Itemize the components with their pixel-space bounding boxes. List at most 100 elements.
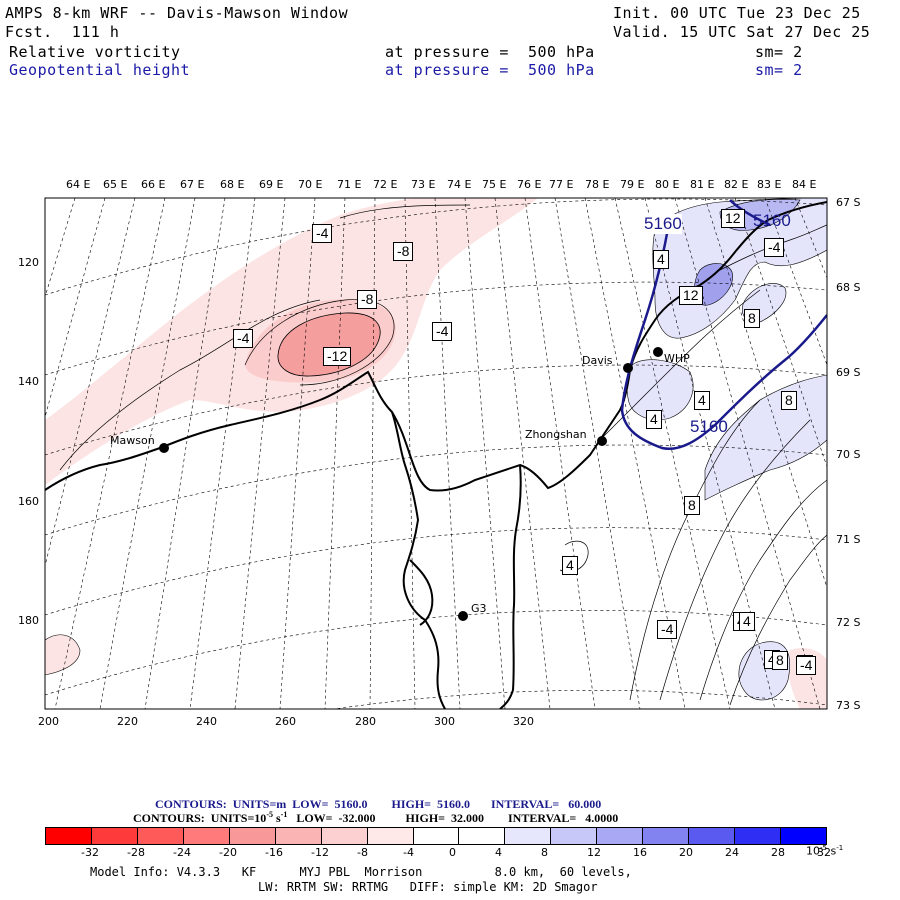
vorticity-label: 4 bbox=[694, 391, 710, 410]
right-axis-label: 70 S bbox=[836, 448, 861, 461]
bottom-axis-label: 260 bbox=[275, 715, 296, 728]
colorbar-label: 32 bbox=[817, 846, 831, 859]
bottom-axis-label: 240 bbox=[196, 715, 217, 728]
station-label: WHP bbox=[664, 352, 690, 365]
station-zhongshan-marker bbox=[597, 436, 607, 446]
vorticity-label: -8 bbox=[357, 290, 378, 309]
model-info-2: LW: RRTM SW: RRTMG DIFF: simple KM: 2D S… bbox=[258, 880, 598, 894]
field2-name: Geopotential height bbox=[9, 61, 191, 79]
top-axis-label: 65 E bbox=[103, 178, 128, 191]
top-axis-label: 82 E bbox=[724, 178, 749, 191]
station-g3-marker bbox=[458, 611, 468, 621]
station-whp-marker bbox=[653, 347, 663, 357]
colorbar-label: 8 bbox=[541, 846, 548, 859]
height-contour-info: CONTOURS: UNITS=m LOW= 5160.0 HIGH= 5160… bbox=[155, 797, 602, 811]
init-time: Init. 00 UTC Tue 23 Dec 25 bbox=[613, 4, 861, 22]
right-axis-label: 69 S bbox=[836, 366, 861, 379]
top-axis-label: 75 E bbox=[482, 178, 507, 191]
station-label: Mawson bbox=[110, 434, 155, 447]
vorticity-label: 8 bbox=[772, 651, 788, 670]
height-label: 5160 bbox=[753, 211, 791, 230]
colorbar-segment bbox=[505, 828, 552, 844]
vorticity-label: 4 bbox=[739, 612, 755, 631]
colorbar-label: -12 bbox=[311, 846, 329, 859]
vorticity-contour bbox=[59, 299, 321, 471]
vorticity-label: -4 bbox=[796, 656, 817, 675]
colorbar-label: -24 bbox=[173, 846, 191, 859]
colorbar-label: 0 bbox=[449, 846, 456, 859]
colorbar-label: -16 bbox=[265, 846, 283, 859]
bottom-axis-label: 200 bbox=[38, 715, 59, 728]
vorticity-label: -4 bbox=[432, 322, 453, 341]
geopotential-height-contours bbox=[620, 199, 827, 451]
height-label: 5160 bbox=[690, 417, 728, 436]
top-axis-label: 76 E bbox=[517, 178, 542, 191]
top-axis-label: 83 E bbox=[757, 178, 782, 191]
colorbar-label: -4 bbox=[403, 846, 414, 859]
plot-title: AMPS 8-km WRF -- Davis-Mawson Window bbox=[5, 4, 349, 22]
top-axis-label: 84 E bbox=[792, 178, 817, 191]
colorbar-segment bbox=[275, 828, 322, 844]
colorbar-segment bbox=[367, 828, 414, 844]
colorbar-segment bbox=[46, 828, 92, 844]
height-label: 5160 bbox=[644, 214, 682, 234]
colorbar-label: 20 bbox=[679, 846, 693, 859]
colorbar-label: 24 bbox=[725, 846, 739, 859]
top-axis-label: 74 E bbox=[447, 178, 472, 191]
colorbar-segment bbox=[781, 828, 826, 844]
colorbar-segment bbox=[551, 828, 598, 844]
bottom-axis-label: 300 bbox=[434, 715, 455, 728]
vorticity-contour bbox=[659, 419, 811, 701]
top-axis-label: 72 E bbox=[373, 178, 398, 191]
vorticity-label: -4 bbox=[233, 329, 254, 348]
colorbar-segment bbox=[643, 828, 690, 844]
station-davis-marker bbox=[623, 363, 633, 373]
vorticity-label: 8 bbox=[684, 496, 700, 515]
top-axis-label: 71 E bbox=[337, 178, 362, 191]
vorticity-label: 12 bbox=[679, 286, 703, 305]
top-axis-label: 81 E bbox=[690, 178, 715, 191]
colorbar-label: -28 bbox=[127, 846, 145, 859]
colorbar-segment bbox=[689, 828, 736, 844]
vorticity-contour bbox=[699, 479, 827, 701]
coastline bbox=[45, 201, 827, 709]
right-axis-label: 68 S bbox=[836, 281, 861, 294]
colorbar-segment bbox=[229, 828, 276, 844]
station-markers bbox=[159, 347, 663, 621]
top-axis-label: 69 E bbox=[259, 178, 284, 191]
vorticity-label: -4 bbox=[764, 238, 785, 257]
negative-vorticity-core bbox=[277, 312, 381, 377]
left-axis-label: 120 bbox=[18, 256, 39, 269]
model-info: Model Info: V4.3.3 KF MYJ PBL Morrison 8… bbox=[90, 865, 632, 879]
right-axis-label: 67 S bbox=[836, 196, 861, 209]
bottom-axis-label: 320 bbox=[513, 715, 534, 728]
vorticity-label: -4 bbox=[312, 224, 333, 243]
field1-level: at pressure = 500 hPa bbox=[385, 43, 595, 61]
vorticity-label: -12 bbox=[323, 347, 352, 366]
colorbar-segment bbox=[459, 828, 506, 844]
top-axis-label: 64 E bbox=[66, 178, 91, 191]
top-axis-label: 70 E bbox=[298, 178, 323, 191]
vorticity-label: -8 bbox=[393, 242, 414, 261]
station-label: Davis bbox=[582, 354, 613, 367]
station-mawson-marker bbox=[159, 443, 169, 453]
colorbar-label: 4 bbox=[495, 846, 502, 859]
colorbar-label: -8 bbox=[357, 846, 368, 859]
left-axis-label: 180 bbox=[18, 614, 39, 627]
right-axis-label: 72 S bbox=[836, 616, 861, 629]
top-axis-label: 67 E bbox=[180, 178, 205, 191]
top-axis-label: 77 E bbox=[549, 178, 574, 191]
colorbar-label: 16 bbox=[633, 846, 647, 859]
field2-smooth: sm= 2 bbox=[755, 61, 803, 79]
top-axis-label: 79 E bbox=[620, 178, 645, 191]
colorbar-label: -32 bbox=[81, 846, 99, 859]
top-axis-label: 78 E bbox=[585, 178, 610, 191]
vorticity-contour bbox=[719, 224, 827, 271]
colorbar-segment bbox=[183, 828, 230, 844]
forecast-hour: Fcst. 111 h bbox=[5, 23, 120, 41]
vorticity-label: 12 bbox=[721, 209, 745, 228]
colorbar-label: -20 bbox=[219, 846, 237, 859]
top-axis-label: 73 E bbox=[411, 178, 436, 191]
field1-name: Relative vorticity bbox=[9, 43, 181, 61]
